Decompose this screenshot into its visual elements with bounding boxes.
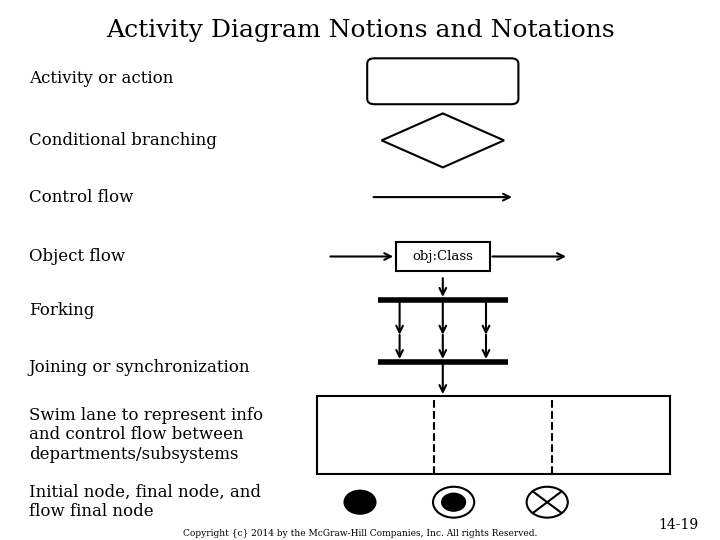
FancyBboxPatch shape xyxy=(367,58,518,104)
Circle shape xyxy=(344,490,376,514)
Text: Activity or action: Activity or action xyxy=(29,70,174,87)
Circle shape xyxy=(526,487,568,518)
Text: Initial node, final node, and
flow final node: Initial node, final node, and flow final… xyxy=(29,484,261,521)
Bar xyxy=(396,242,490,271)
Circle shape xyxy=(433,487,474,518)
Text: Control flow: Control flow xyxy=(29,188,133,206)
Text: Forking: Forking xyxy=(29,302,94,319)
Text: Activity Diagram Notions and Notations: Activity Diagram Notions and Notations xyxy=(106,19,614,42)
Text: Joining or synchronization: Joining or synchronization xyxy=(29,359,251,376)
Text: Copyright {c} 2014 by the McGraw-Hill Companies, Inc. All rights Reserved.: Copyright {c} 2014 by the McGraw-Hill Co… xyxy=(183,529,537,538)
Text: obj:Class: obj:Class xyxy=(413,250,473,263)
Circle shape xyxy=(442,494,466,511)
Bar xyxy=(317,396,670,474)
Polygon shape xyxy=(382,113,504,167)
Text: Swim lane to represent info
and control flow between
departments/subsystems: Swim lane to represent info and control … xyxy=(29,407,263,463)
Text: 14-19: 14-19 xyxy=(658,518,698,532)
Text: Conditional branching: Conditional branching xyxy=(29,132,217,149)
Text: Object flow: Object flow xyxy=(29,248,125,265)
